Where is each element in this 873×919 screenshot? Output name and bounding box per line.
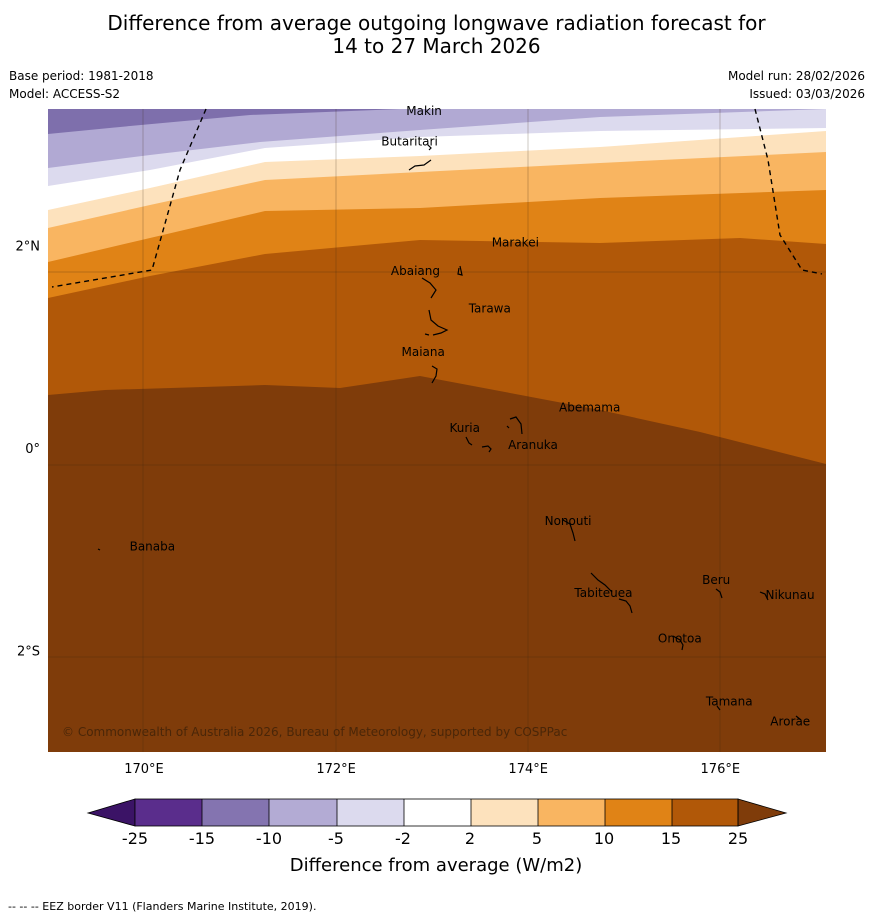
place-label-arorae: Arorae bbox=[770, 715, 810, 729]
graticule bbox=[48, 109, 826, 752]
place-label-kuria: Kuria bbox=[450, 421, 481, 435]
island-tamana bbox=[716, 705, 721, 711]
base-period: Base period: 1981-2018 bbox=[9, 69, 154, 83]
place-label-tabiteuea: Tabiteuea bbox=[573, 586, 632, 600]
place-label-nikunau: Nikunau bbox=[766, 588, 815, 602]
meta-right: Model run: 28/02/2026 Issued: 03/03/2026 bbox=[728, 67, 865, 103]
title-line-1: Difference from average outgoing longwav… bbox=[107, 11, 766, 35]
color-bar-tick-label: -25 bbox=[122, 829, 148, 848]
place-label-marakei: Marakei bbox=[492, 236, 539, 250]
color-bar-segment bbox=[269, 799, 337, 826]
island-banaba bbox=[97, 548, 101, 551]
eez-border-west bbox=[51, 108, 207, 288]
island-outlines bbox=[97, 144, 802, 721]
color-bar: -25 -15 -10 -5 -2 2 5 10 15 25 Difference from av… bbox=[86, 798, 788, 876]
color-bar-frame bbox=[134, 798, 739, 827]
color-bar-segment bbox=[202, 799, 269, 826]
island-tarawa bbox=[424, 309, 449, 336]
lon-tick-label: 174°E bbox=[508, 762, 548, 777]
place-label-aranuka: Aranuka bbox=[508, 438, 558, 452]
color-bar-segment bbox=[337, 799, 404, 826]
place-label-nonouti: Nonouti bbox=[545, 514, 592, 528]
island-beru bbox=[715, 588, 723, 599]
color-bar-min-extension bbox=[86, 798, 136, 827]
island-butaritari bbox=[408, 159, 432, 171]
color-bar-segment bbox=[672, 799, 738, 826]
island-marakei bbox=[457, 265, 463, 276]
place-label-beru: Beru bbox=[702, 573, 730, 587]
island-arorae bbox=[795, 715, 802, 721]
color-bar-segment bbox=[538, 799, 605, 826]
color-bar-tick-label: 10 bbox=[594, 829, 614, 848]
copyright-text: © Commonwealth of Australia 2026, Bureau… bbox=[62, 725, 567, 739]
color-bar-tick-label: 5 bbox=[532, 829, 542, 848]
color-bar-tick-labels: -25 -15 -10 -5 -2 2 5 10 15 25 bbox=[122, 829, 748, 848]
lat-tick-label: 0° bbox=[25, 442, 40, 457]
color-bar-max-extension bbox=[737, 798, 788, 827]
place-label-abemama: Abemama bbox=[559, 401, 620, 415]
color-bar-tick-label: 25 bbox=[728, 829, 748, 848]
color-bar-title: Difference from average (W/m2) bbox=[290, 855, 582, 876]
color-bar-tick-label: -10 bbox=[256, 829, 282, 848]
island-abaiang bbox=[421, 277, 437, 299]
island-nonouti bbox=[562, 519, 576, 542]
eez-footnote: -- -- -- EEZ border V11 (Flanders Marine… bbox=[8, 900, 317, 913]
color-bar-tick-label: -5 bbox=[328, 829, 344, 848]
color-bar-tick-label: -15 bbox=[189, 829, 215, 848]
color-bar-tick-label: -2 bbox=[395, 829, 411, 848]
lon-tick-label: 170°E bbox=[124, 762, 164, 777]
island-onotoa bbox=[672, 635, 684, 651]
island-makin bbox=[427, 144, 432, 151]
meta-left: Base period: 1981-2018 Model: ACCESS-S2 bbox=[9, 67, 154, 103]
place-label-butaritari: Butaritari bbox=[381, 134, 438, 148]
color-bar-segment bbox=[135, 799, 202, 826]
island-tabiteuea bbox=[590, 572, 633, 614]
place-label-banaba: Banaba bbox=[130, 539, 176, 553]
place-label-tamana: Tamana bbox=[705, 694, 753, 708]
model-run-date: Model run: 28/02/2026 bbox=[727, 69, 865, 83]
lat-tick-label: 2°N bbox=[16, 240, 41, 255]
band-above-25 bbox=[48, 376, 826, 752]
map-title: Difference from average outgoing longwav… bbox=[0, 12, 873, 58]
model-name: Model: ACCESS-S2 bbox=[9, 87, 121, 101]
place-label-abaiang: Abaiang bbox=[391, 264, 440, 278]
place-labels: Makin Butaritari Marakei Abaiang Tarawa Maian… bbox=[130, 104, 815, 729]
island-abemama bbox=[506, 416, 523, 435]
eez-border bbox=[51, 108, 823, 288]
place-label-tarawa: Tarawa bbox=[468, 302, 511, 316]
color-bar-segment bbox=[471, 799, 538, 826]
issued-date: Issued: 03/03/2026 bbox=[749, 87, 865, 101]
island-maiana bbox=[431, 365, 438, 384]
island-aranuka bbox=[481, 445, 492, 453]
color-bar-segment bbox=[605, 799, 672, 826]
lon-tick-label: 172°E bbox=[316, 762, 356, 777]
eez-border-east bbox=[754, 108, 823, 275]
place-label-onotoa: Onotoa bbox=[658, 632, 702, 646]
place-label-makin: Makin bbox=[406, 104, 442, 118]
island-kuria bbox=[465, 436, 473, 446]
color-bar-tick-label: 15 bbox=[661, 829, 681, 848]
anomaly-field bbox=[48, 109, 826, 752]
lon-tick-label: 176°E bbox=[701, 762, 741, 777]
lat-tick-label: 2°S bbox=[17, 645, 40, 660]
color-bar-tick-label: 2 bbox=[465, 829, 475, 848]
title-line-2: 14 to 27 March 2026 bbox=[332, 34, 541, 58]
color-bar-dividers bbox=[201, 799, 673, 826]
axis-labels: 170°E 172°E 174°E 176°E 2°N 0° 2°S bbox=[16, 240, 741, 777]
island-nikunau bbox=[759, 591, 769, 601]
place-label-maiana: Maiana bbox=[402, 345, 445, 359]
color-bar-segment bbox=[404, 799, 471, 826]
